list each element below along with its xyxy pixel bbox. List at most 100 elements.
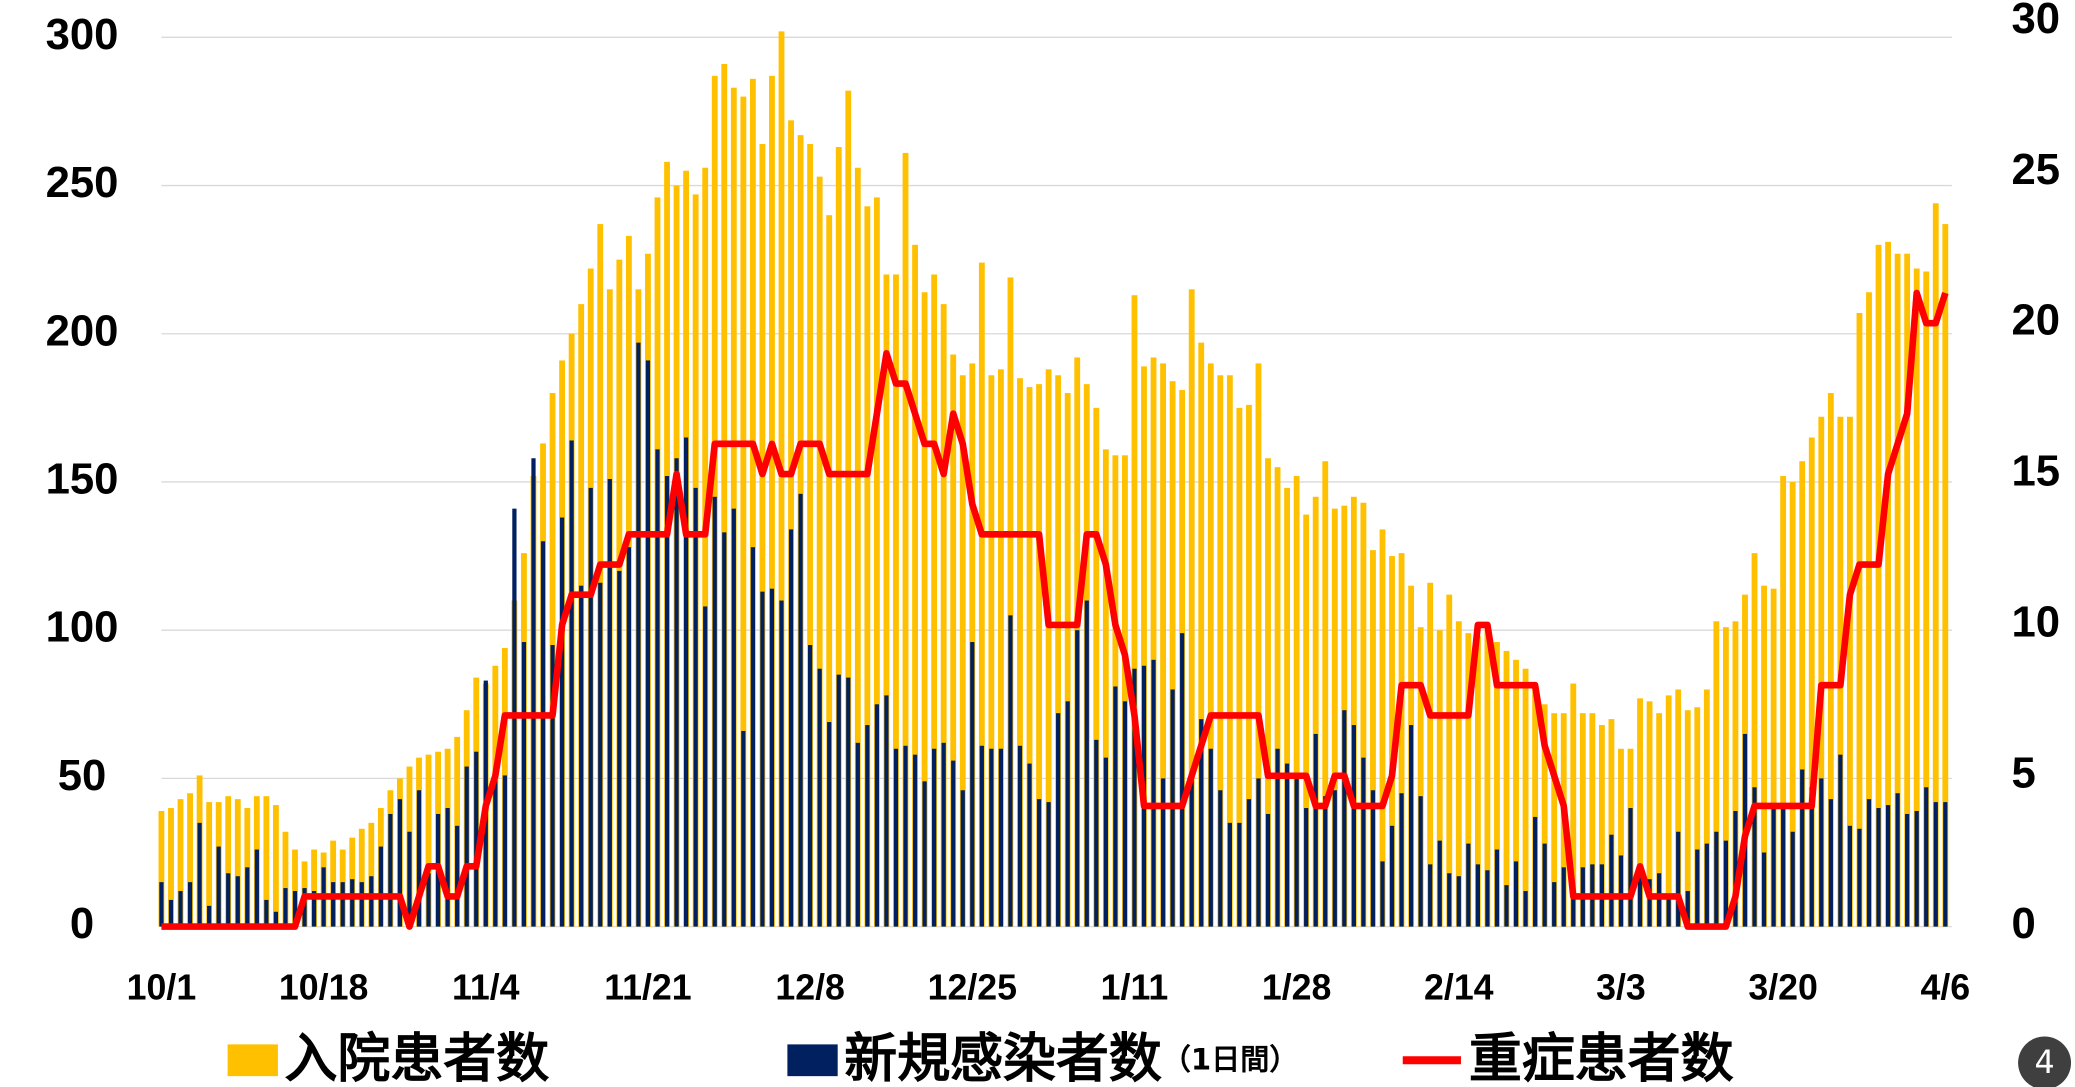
bar xyxy=(1551,713,1558,927)
bar xyxy=(730,87,737,927)
bar xyxy=(1284,763,1290,927)
bar xyxy=(1695,849,1700,927)
bar xyxy=(959,375,966,927)
bar xyxy=(951,760,956,927)
x-tick-label: 12/25 xyxy=(928,968,1017,1008)
bar xyxy=(1208,748,1213,927)
bar xyxy=(1322,461,1329,927)
bar xyxy=(1723,840,1729,927)
bar xyxy=(978,262,985,927)
bar xyxy=(1656,713,1663,927)
bar xyxy=(1361,757,1366,927)
bar xyxy=(1417,627,1424,927)
bar xyxy=(292,891,298,927)
bar xyxy=(1265,458,1271,927)
x-tick-label: 3/20 xyxy=(1748,968,1818,1008)
bar xyxy=(1342,710,1347,927)
bar xyxy=(1275,748,1280,927)
bar xyxy=(865,725,870,927)
bar xyxy=(1132,668,1137,927)
bar xyxy=(1199,719,1204,927)
y-tick-label: 50 xyxy=(58,751,107,800)
bar xyxy=(1350,496,1357,927)
bar xyxy=(455,825,460,927)
bar xyxy=(1379,529,1386,927)
bar xyxy=(788,529,794,927)
bar xyxy=(1818,416,1825,927)
bar xyxy=(1246,404,1252,927)
bar xyxy=(1389,825,1395,927)
bar xyxy=(1571,885,1576,927)
bar xyxy=(1437,840,1442,927)
bar xyxy=(264,899,269,927)
bar xyxy=(617,570,622,927)
bar xyxy=(1808,437,1815,927)
bar xyxy=(750,547,756,927)
bar xyxy=(158,811,165,927)
bar xyxy=(1913,268,1920,927)
y2-tick-label: 30 xyxy=(2011,0,2060,43)
bar xyxy=(1781,808,1786,927)
bar xyxy=(1026,387,1033,927)
bar xyxy=(1312,496,1319,927)
bar xyxy=(550,645,555,927)
bar xyxy=(664,476,670,927)
bar xyxy=(607,479,612,927)
bar xyxy=(1733,811,1738,927)
bar xyxy=(921,292,928,927)
legend-label: 重症患者数 xyxy=(1469,1028,1734,1087)
bar xyxy=(1131,295,1138,927)
bar xyxy=(1427,582,1434,927)
bar xyxy=(902,152,909,927)
bar xyxy=(598,582,603,927)
bar xyxy=(1714,831,1719,927)
bar xyxy=(1618,855,1624,927)
bar xyxy=(1876,808,1881,927)
bar xyxy=(721,64,728,927)
bar xyxy=(216,846,221,927)
bar xyxy=(579,585,584,927)
bar xyxy=(1036,799,1042,927)
bar xyxy=(1064,393,1071,927)
y2-tick-label: 15 xyxy=(2011,447,2060,496)
bar xyxy=(817,668,822,927)
bar xyxy=(798,493,803,927)
bar xyxy=(177,799,184,927)
bar xyxy=(1207,363,1214,927)
y-tick-label: 300 xyxy=(46,10,119,59)
bar xyxy=(1103,757,1108,927)
bar xyxy=(1380,861,1385,927)
legend-label: 新規感染者数（1日間） xyxy=(844,1028,1298,1087)
bar xyxy=(1141,366,1147,927)
bar xyxy=(788,120,794,927)
bar xyxy=(1847,416,1853,927)
legend-label: 入院患者数 xyxy=(285,1028,550,1087)
y-tick-label: 200 xyxy=(46,306,119,355)
bar xyxy=(683,437,689,927)
bar xyxy=(445,808,450,927)
bar xyxy=(1447,873,1452,927)
bar xyxy=(1608,719,1615,927)
bar xyxy=(1189,778,1194,927)
bar xyxy=(1256,778,1261,927)
bar xyxy=(1847,825,1853,927)
bar xyxy=(998,369,1004,927)
bar xyxy=(168,899,174,927)
bar xyxy=(845,90,852,927)
bar xyxy=(1637,873,1643,927)
y-tick-label: 0 xyxy=(70,899,94,948)
bar xyxy=(749,78,756,927)
bar xyxy=(1838,754,1843,927)
bar xyxy=(283,888,288,927)
bar xyxy=(1932,203,1939,927)
bar xyxy=(358,828,365,927)
bar xyxy=(1732,621,1739,927)
bar xyxy=(1819,778,1824,927)
bar xyxy=(588,487,593,927)
bar xyxy=(1027,763,1032,927)
bar xyxy=(388,813,393,927)
bar xyxy=(693,487,698,927)
bar xyxy=(1485,870,1490,927)
bar xyxy=(1428,864,1433,927)
bar xyxy=(759,144,766,927)
